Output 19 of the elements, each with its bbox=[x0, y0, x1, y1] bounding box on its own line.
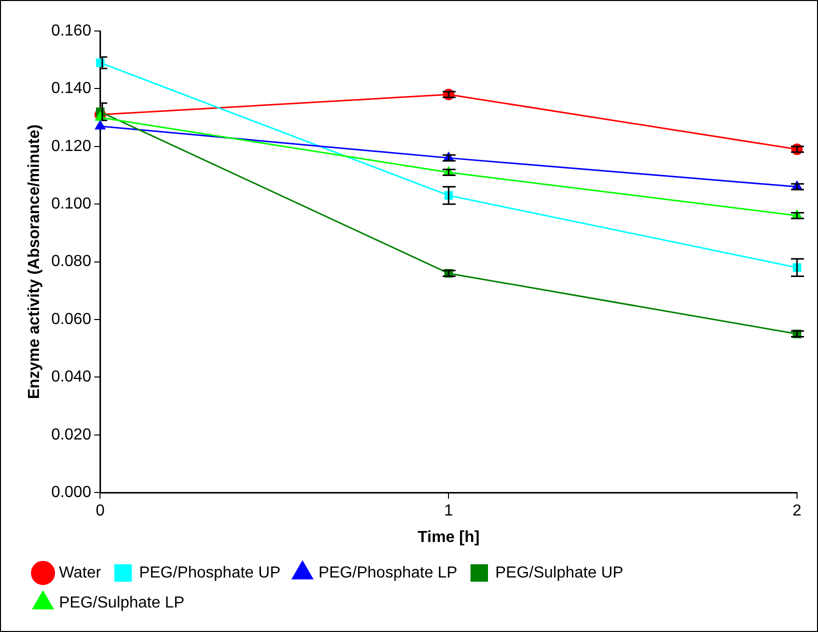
legend-label: PEG/Sulphate UP bbox=[495, 564, 624, 582]
legend-label: Water bbox=[59, 564, 102, 582]
y-axis-title: Enzyme activity (Absorance/minute) bbox=[26, 124, 44, 400]
x-axis-title: Time [h] bbox=[418, 528, 480, 546]
y-tick-label: 0.000 bbox=[51, 484, 92, 502]
y-tick-label: 0.120 bbox=[51, 138, 92, 155]
y-tick-label: 0.140 bbox=[51, 80, 92, 98]
legend-label: PEG/Phosphate LP bbox=[318, 564, 458, 582]
y-tick-label: 0.080 bbox=[51, 253, 92, 270]
x-tick-label: 1 bbox=[444, 502, 454, 520]
x-tick-label: 0 bbox=[96, 502, 105, 520]
y-tick-label: 0.040 bbox=[51, 368, 92, 386]
y-tick-label: 0.100 bbox=[51, 196, 92, 213]
y-tick-label: 0.020 bbox=[51, 426, 92, 444]
y-tick-label: 0.060 bbox=[51, 310, 92, 328]
legend-label: PEG/Sulphate LP bbox=[59, 594, 184, 612]
legend-label: PEG/Phosphate UP bbox=[139, 564, 280, 582]
y-tick-label: 0.160 bbox=[51, 22, 92, 40]
x-tick-label: 2 bbox=[792, 502, 802, 520]
